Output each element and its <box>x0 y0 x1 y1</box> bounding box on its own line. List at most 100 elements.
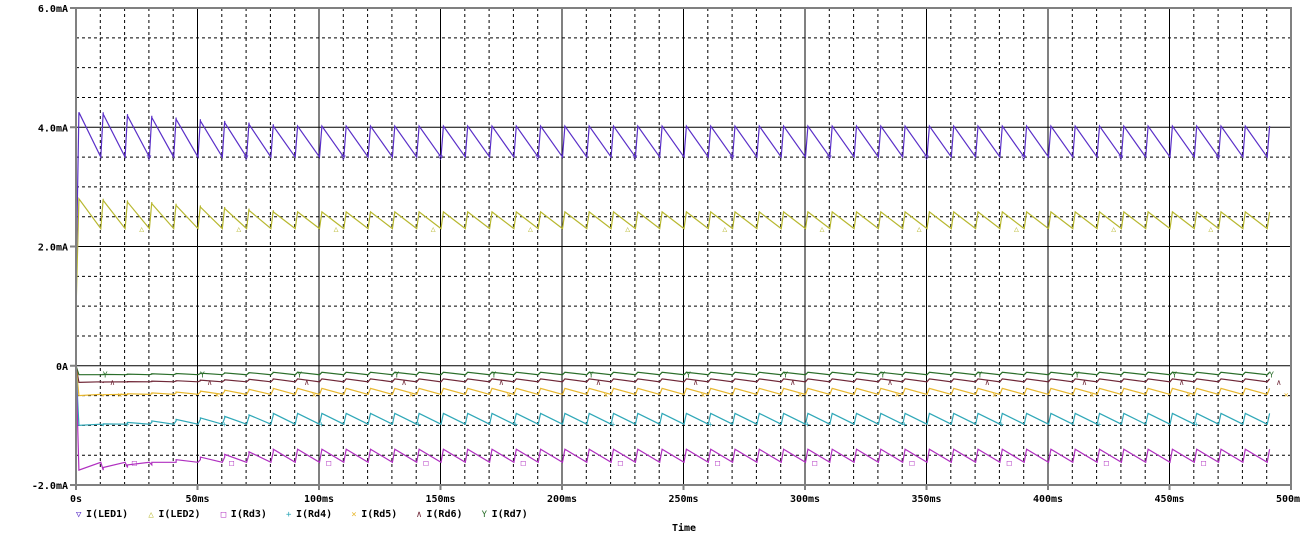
trace-marker-icon: Y <box>103 371 108 380</box>
trace-marker-icon: × <box>701 390 706 399</box>
trace-marker-icon: × <box>895 390 900 399</box>
trace-marker-icon: Y <box>880 371 885 380</box>
trace-marker-icon: + <box>416 420 421 429</box>
trace-marker-icon: □ <box>618 458 623 467</box>
trace-marker-icon: + <box>513 420 518 429</box>
trace-marker-icon: × <box>992 390 997 399</box>
trace-marker-icon: △ <box>722 225 727 234</box>
trace-marker-icon: Y <box>1172 371 1177 380</box>
x-tick-label: 450ms <box>1154 494 1184 505</box>
legend-marker-icon: □ <box>221 510 227 520</box>
trace-iled1 <box>75 112 1271 283</box>
trace-marker-icon: ▽ <box>924 153 929 162</box>
trace-marker-icon: ∧ <box>110 378 115 387</box>
x-tick-label: 400ms <box>1033 494 1063 505</box>
legend-marker-icon: ▽ <box>76 510 82 520</box>
trace-marker-icon: ▽ <box>730 153 735 162</box>
legend-label: I(Rd4) <box>296 509 332 520</box>
y-tick-label: 4.0mA <box>38 123 68 134</box>
trace-marker-icon: ▽ <box>1216 153 1221 162</box>
trace-marker-icon: × <box>1284 390 1289 399</box>
trace-marker-icon: △ <box>334 225 339 234</box>
legend-item: × I(Rd5) <box>351 509 397 520</box>
trace-marker-icon: Y <box>394 371 399 380</box>
trace-marker-icon: ∧ <box>304 378 309 387</box>
trace-marker-icon: ▽ <box>244 153 249 162</box>
trace-marker-icon: ▽ <box>827 153 832 162</box>
x-tick-label: 50ms <box>185 494 209 505</box>
trace-marker-icon: ∧ <box>693 378 698 387</box>
trace-marker-icon: △ <box>431 225 436 234</box>
trace-marker-icon: + <box>1097 420 1102 429</box>
trace-marker-icon: ∧ <box>207 378 212 387</box>
trace-marker-icon: ∧ <box>1276 378 1281 387</box>
trace-marker-icon: Y <box>686 371 691 380</box>
trace-marker-icon: Y <box>1269 371 1274 380</box>
legend-item: Y I(Rd7) <box>482 509 528 520</box>
trace-marker-icon: Y <box>1075 371 1080 380</box>
trace-marker-icon: × <box>1187 390 1192 399</box>
legend-marker-icon: + <box>286 510 292 520</box>
trace-marker-icon: □ <box>910 458 915 467</box>
trace-ird5 <box>75 365 1271 397</box>
trace-marker-icon: + <box>319 420 324 429</box>
trace-marker-icon: × <box>312 390 317 399</box>
trace-marker-icon: ▽ <box>146 153 151 162</box>
legend-item: □ I(Rd3) <box>221 509 267 520</box>
trace-marker-icon: △ <box>917 225 922 234</box>
trace-marker-icon: ▽ <box>1118 153 1123 162</box>
grid-lines <box>75 7 1292 486</box>
trace-marker-icon: □ <box>326 458 331 467</box>
x-axis-title: Time <box>672 522 696 534</box>
legend: ▽ I(LED1) △ I(LED2) □ I(Rd3) + I(Rd4) × I(Rd5) ∧ I(… <box>76 509 528 520</box>
trace-marker-icon: × <box>603 390 608 399</box>
legend-label: I(LED2) <box>158 509 200 520</box>
trace-group: Y Y Y Y Y Y Y Y Y Y Y Y Y∧ ∧ ∧ ∧ ∧ ∧ ∧ ∧ ∧ ∧ ∧ ∧ ∧× × × × × × × × × × × × ×+… <box>75 112 1289 471</box>
trace-marker-icon: ▽ <box>341 153 346 162</box>
trace-marker-icon: △ <box>139 225 144 234</box>
trace-marker-icon: □ <box>229 458 234 467</box>
trace-marker-icon: ∧ <box>499 378 504 387</box>
legend-marker-icon: ∧ <box>416 510 421 520</box>
trace-marker-icon: + <box>125 420 130 429</box>
legend-item: ▽ I(LED1) <box>76 509 128 520</box>
y-tick-label: -2.0mA <box>32 481 68 492</box>
trace-marker-icon: △ <box>1111 225 1116 234</box>
trace-marker-icon: Y <box>200 371 205 380</box>
trace-marker-icon: + <box>999 420 1004 429</box>
x-axis-labels: 0s 50ms 100ms 150ms 200ms 250ms 300ms 350ms 400m… <box>70 485 1300 505</box>
x-tick-label: 100ms <box>304 494 334 505</box>
legend-label: I(Rd7) <box>492 509 528 520</box>
trace-marker-icon: + <box>902 420 907 429</box>
legend-item: + I(Rd4) <box>286 509 332 520</box>
x-tick-label: 350ms <box>911 494 941 505</box>
legend-item: ∧ I(Rd6) <box>416 509 462 520</box>
y-tick-label: 6.0mA <box>38 4 68 15</box>
trace-marker-icon: ▽ <box>632 153 637 162</box>
trace-marker-icon: × <box>117 390 122 399</box>
trace-marker-icon: △ <box>820 225 825 234</box>
trace-ird6 <box>75 365 1271 384</box>
trace-marker-icon: ∧ <box>1179 378 1184 387</box>
trace-marker-icon: × <box>409 390 414 399</box>
trace-marker-icon: ▽ <box>438 153 443 162</box>
trace-marker-icon: △ <box>1208 225 1213 234</box>
legend-label: I(Rd5) <box>361 509 397 520</box>
trace-ird7 <box>75 365 1271 376</box>
trace-marker-icon: ▽ <box>1021 153 1026 162</box>
trace-marker-icon: Y <box>492 371 497 380</box>
legend-item: △ I(LED2) <box>148 509 200 520</box>
trace-marker-icon: ∧ <box>596 378 601 387</box>
y-axis-labels: 6.0mA 4.0mA 2.0mA 0A -2.0mA <box>32 4 76 492</box>
trace-marker-icon: × <box>1089 390 1094 399</box>
trace-marker-icon: × <box>506 390 511 399</box>
legend-label: I(Rd6) <box>426 509 462 520</box>
trace-marker-icon: Y <box>297 371 302 380</box>
trace-marker-icon: + <box>805 420 810 429</box>
legend-marker-icon: × <box>351 510 356 520</box>
y-tick-label: 0A <box>56 362 68 373</box>
x-tick-label: 300ms <box>790 494 820 505</box>
trace-marker-icon: □ <box>1007 458 1012 467</box>
x-tick-label: 150ms <box>425 494 455 505</box>
